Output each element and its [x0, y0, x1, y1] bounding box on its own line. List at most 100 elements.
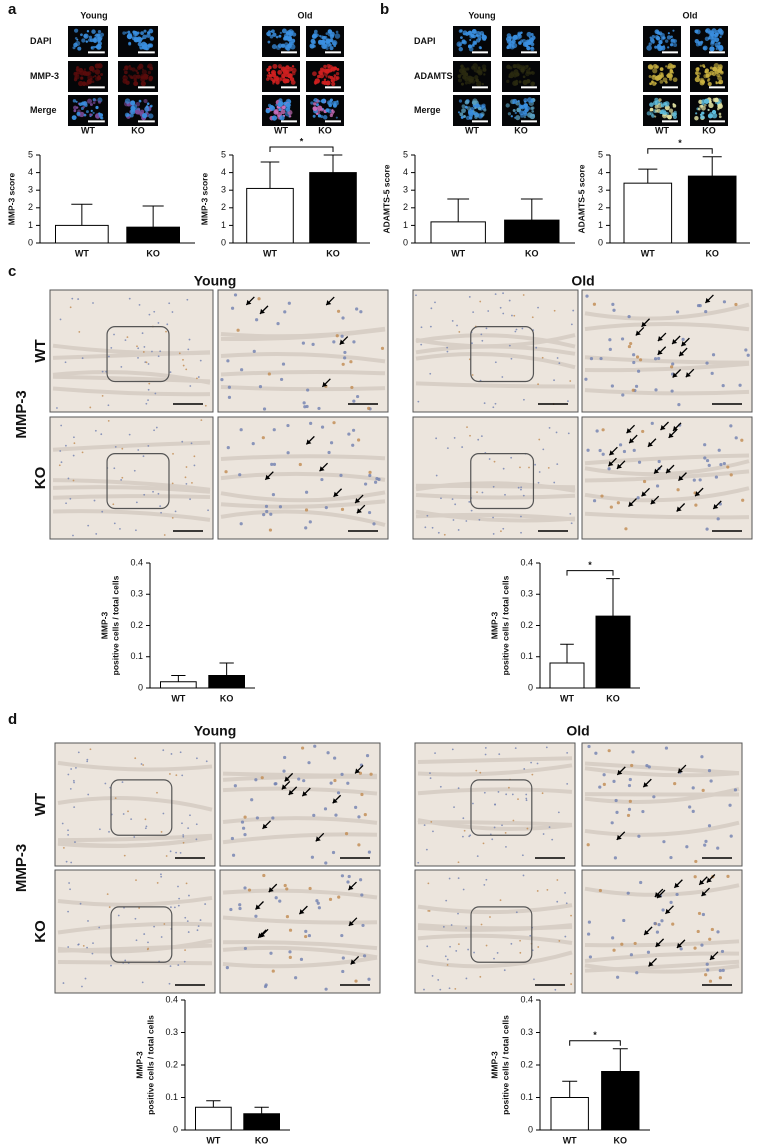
cell — [700, 104, 704, 108]
fluorescence-image — [118, 95, 158, 126]
bar — [687, 175, 737, 244]
cell — [188, 338, 191, 341]
cell — [440, 497, 442, 500]
cell — [718, 115, 722, 119]
cell — [153, 310, 156, 313]
cell — [359, 310, 363, 314]
cell — [258, 385, 263, 389]
cell — [269, 34, 274, 39]
cell — [312, 114, 316, 118]
cell — [553, 481, 556, 484]
cell — [73, 71, 78, 76]
cell — [360, 893, 364, 897]
cell — [140, 31, 144, 36]
cell — [73, 105, 78, 110]
cell — [537, 306, 539, 309]
tissue-fiber — [584, 511, 750, 520]
cell — [227, 395, 232, 399]
cell — [243, 886, 247, 890]
cell — [67, 946, 70, 948]
cell — [122, 31, 126, 35]
cell — [479, 975, 482, 978]
tissue-fiber — [417, 950, 573, 969]
row-label: ADAMTS-5 — [414, 71, 461, 81]
cell — [299, 957, 304, 961]
cell — [709, 779, 713, 783]
cell — [347, 432, 351, 436]
cell — [283, 755, 287, 760]
cell — [357, 815, 361, 819]
cell — [657, 356, 661, 361]
cell — [494, 803, 496, 806]
cell — [169, 773, 171, 775]
cell — [331, 850, 336, 855]
tissue-fiber — [222, 955, 378, 969]
cell — [324, 68, 331, 74]
cell — [147, 388, 150, 391]
cell — [72, 99, 77, 103]
cell — [73, 78, 78, 82]
cell — [610, 384, 614, 388]
cell — [308, 520, 312, 524]
arrow-head — [676, 942, 682, 948]
y-axis-label: MMP-3 — [489, 1051, 499, 1079]
cell — [267, 103, 272, 108]
fluorescence-image — [690, 95, 728, 126]
x-tick-label: WT — [75, 248, 89, 258]
cell — [493, 460, 496, 463]
cell — [681, 337, 685, 341]
cell — [144, 818, 147, 821]
tissue-fiber — [417, 933, 573, 945]
bar — [549, 662, 585, 689]
cell — [521, 65, 525, 69]
cell — [185, 882, 188, 885]
cell — [471, 802, 474, 805]
cell — [457, 912, 459, 915]
cell — [670, 38, 674, 42]
cell — [437, 531, 440, 534]
cell — [283, 33, 289, 39]
cell — [163, 534, 166, 536]
cell — [196, 757, 198, 760]
y-tick-label: 0.3 — [165, 1027, 178, 1037]
cell — [86, 30, 90, 33]
cell — [528, 466, 530, 469]
cell — [113, 522, 116, 525]
cell — [196, 929, 199, 932]
cell — [468, 31, 471, 34]
y-tick-label: 2 — [598, 202, 603, 212]
cell — [502, 312, 505, 315]
cell — [740, 438, 744, 442]
cell — [647, 64, 654, 70]
cell — [159, 505, 162, 508]
fluorescence-image — [306, 95, 344, 126]
y-tick-label: 0 — [403, 237, 408, 247]
cell — [570, 972, 572, 975]
cell — [508, 72, 514, 79]
cell — [508, 344, 511, 347]
cell — [697, 107, 701, 111]
cell — [479, 300, 482, 303]
cell — [622, 449, 627, 454]
cell — [336, 67, 340, 71]
cell — [361, 923, 365, 928]
cell — [275, 45, 281, 50]
cell — [621, 393, 625, 397]
cell — [427, 882, 430, 885]
tissue-fiber — [415, 493, 576, 500]
cell — [632, 360, 636, 365]
cell — [368, 473, 372, 478]
y-tick-label: 3 — [221, 185, 226, 195]
cell — [108, 830, 110, 833]
cell — [709, 111, 713, 115]
cell — [80, 76, 84, 80]
cell — [714, 475, 719, 479]
cell — [505, 103, 510, 108]
arrow-head — [299, 909, 305, 915]
cell — [283, 310, 287, 314]
cell — [189, 498, 191, 501]
cell — [135, 879, 137, 882]
cell — [207, 509, 209, 512]
cell — [254, 914, 258, 918]
